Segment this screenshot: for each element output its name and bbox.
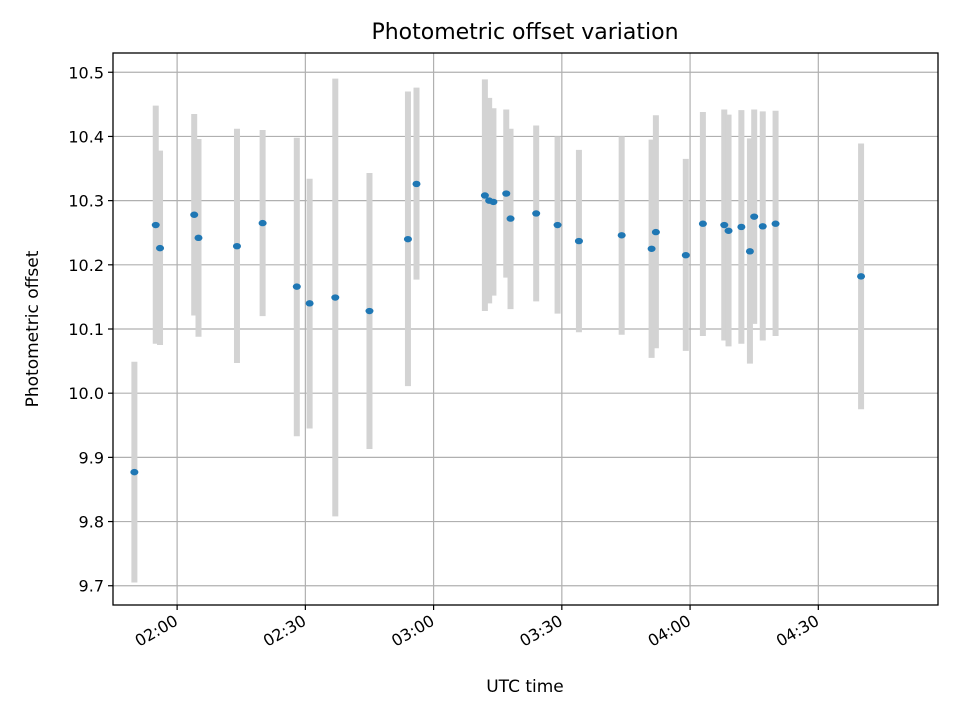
y-tick-label: 10.5 [68,63,104,82]
y-tick-label: 9.8 [79,513,104,532]
data-point [480,192,489,199]
data-point [194,234,203,242]
y-tick-label: 10.0 [68,384,104,403]
data-point [331,294,340,301]
data-point [412,180,421,188]
data-point [724,227,733,234]
data-point [720,221,729,229]
data-point [553,221,562,229]
data-point [156,244,165,252]
data-point [151,221,160,229]
data-point [292,283,301,290]
data-point [232,243,241,250]
data-point [647,245,656,252]
y-tick-label: 10.1 [68,320,104,339]
data-point [130,468,139,476]
data-point [681,251,690,259]
data-point [365,307,374,315]
data-point [698,220,707,227]
data-point [737,223,746,231]
y-tick-label: 10.2 [68,256,104,275]
x-axis-label: UTC time [486,677,564,697]
data-point [574,237,583,245]
data-point [532,210,541,217]
chart-title: Photometric offset variation [371,20,678,45]
data-point [190,211,199,218]
data-point [857,273,866,280]
data-point [758,223,767,230]
data-point [651,228,660,236]
data-point [502,190,511,197]
grid [113,53,938,605]
data-point [506,215,515,222]
data-point [745,248,754,255]
data-point [750,213,759,220]
data-point [305,300,314,307]
data-points [130,180,866,476]
data-point [403,235,412,243]
y-tick-label: 9.7 [79,577,104,596]
y-tick-label: 10.3 [68,192,104,211]
y-axis-label: Photometric offset [23,250,43,407]
y-tick-label: 9.9 [79,448,104,467]
data-point [258,219,267,227]
data-point [771,220,780,227]
y-tick-label: 10.4 [68,127,104,146]
data-point [617,232,626,239]
y-axis-ticks: 9.7 9.8 9.9 10.0 10.1 10.2 10.3 10.4 10.5 [68,63,113,596]
data-point [489,198,498,206]
